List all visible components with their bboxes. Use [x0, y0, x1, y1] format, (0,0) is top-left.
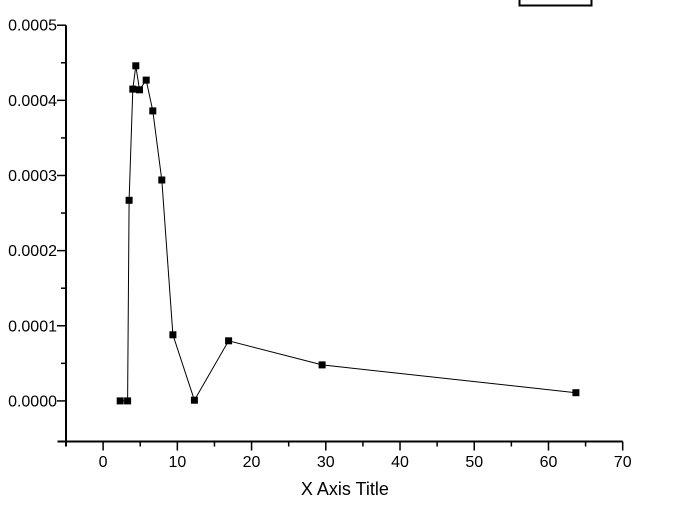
data-point-marker: [318, 361, 326, 369]
data-point-marker: [136, 86, 143, 94]
x-axis-title: X Axis Title: [301, 479, 389, 499]
y-tick-label: 0.0002: [8, 243, 57, 260]
data-series: [116, 62, 580, 405]
data-point-marker: [116, 397, 124, 405]
x-tick-label: 30: [317, 454, 335, 471]
x-tick-label: 70: [614, 454, 632, 471]
x-tick-label: 40: [391, 454, 409, 471]
x-tick-label: 0: [99, 454, 108, 471]
data-point-marker: [124, 397, 132, 405]
data-point-marker: [125, 196, 133, 204]
x-tick-label: 60: [540, 454, 558, 471]
data-point-marker: [132, 62, 140, 70]
x-tick-label: 20: [243, 454, 261, 471]
legend-box: [518, 0, 593, 7]
data-point-marker: [149, 107, 157, 115]
data-line: [120, 65, 576, 402]
y-tick-label: 0.0000: [8, 393, 57, 410]
data-point-marker: [190, 396, 198, 404]
y-tick-label: 0.0003: [8, 168, 57, 185]
data-point-marker: [142, 76, 150, 84]
data-point-marker: [225, 337, 233, 345]
y-tick-label: 0.0001: [8, 318, 57, 335]
data-point-marker: [572, 389, 580, 397]
x-tick-label: 50: [465, 454, 483, 471]
y-tick-label: 0.0004: [8, 93, 57, 110]
x-tick-label: 10: [168, 454, 186, 471]
axes-layer: 0 10 20 30 40 50 60 70 0.0000 0.0001 0.0002 0.0003 0…: [8, 18, 632, 471]
data-point-marker: [158, 176, 166, 184]
y-tick-label: 0.0005: [8, 18, 57, 35]
data-point-marker: [169, 331, 177, 339]
data-point-marker: [129, 85, 137, 93]
